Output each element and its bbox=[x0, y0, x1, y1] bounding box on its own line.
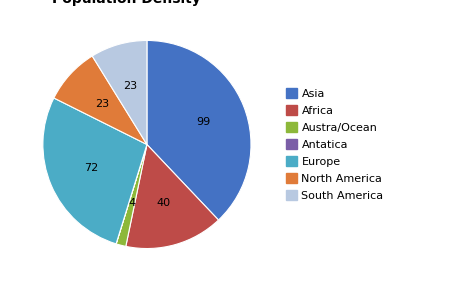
Text: 4: 4 bbox=[128, 198, 136, 208]
Legend: Asia, Africa, Austra/Ocean, Antatica, Europe, North America, South America: Asia, Africa, Austra/Ocean, Antatica, Eu… bbox=[283, 85, 387, 204]
Text: 40: 40 bbox=[156, 198, 171, 208]
Title: Population Density: Population Density bbox=[52, 0, 201, 6]
Wedge shape bbox=[116, 144, 147, 246]
Wedge shape bbox=[126, 144, 219, 249]
Text: 99: 99 bbox=[196, 117, 210, 127]
Text: 23: 23 bbox=[123, 81, 137, 91]
Wedge shape bbox=[54, 56, 147, 144]
Wedge shape bbox=[43, 98, 147, 244]
Text: 23: 23 bbox=[95, 99, 109, 109]
Wedge shape bbox=[147, 40, 251, 220]
Wedge shape bbox=[116, 144, 147, 244]
Wedge shape bbox=[92, 40, 147, 144]
Text: 72: 72 bbox=[84, 163, 99, 173]
